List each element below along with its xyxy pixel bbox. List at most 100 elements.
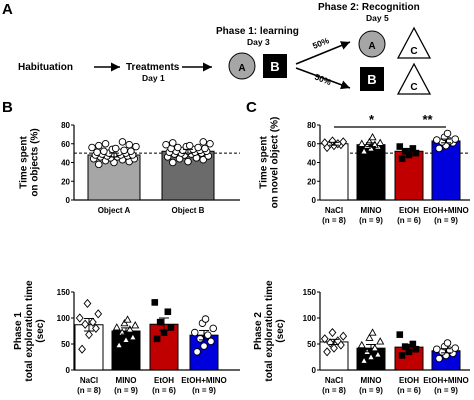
data-point: [196, 335, 204, 343]
data-point: [339, 331, 348, 341]
data-point: [209, 324, 217, 333]
phase2-object-c-triangle-bottom: [396, 62, 432, 95]
phase2-object-c-letter-bottom: C: [410, 82, 417, 93]
data-point: [360, 356, 369, 364]
phase2-object-a-letter: A: [368, 41, 375, 52]
data-point: [398, 155, 406, 163]
data-point: [191, 328, 199, 337]
y-axis-label: on objects (%): [30, 128, 41, 196]
y-tick-label: 100: [303, 314, 317, 323]
phase2-title: Phase 2: Recognition: [318, 2, 420, 13]
n-label: (n = 6): [397, 216, 421, 225]
y-axis-label: (sec): [35, 319, 46, 342]
data-point: [365, 333, 374, 341]
treatments-label: Treatments: [126, 62, 180, 73]
data-point: [328, 327, 337, 338]
data-point: [194, 143, 202, 152]
y-tick-label: 50: [61, 340, 70, 349]
data-point: [128, 333, 137, 341]
data-point: [435, 144, 443, 153]
y-axis-label: Phase 1: [13, 312, 24, 350]
data-point: [125, 140, 133, 149]
data-point: [323, 347, 331, 357]
data-point: [401, 343, 409, 350]
panel-letter-b: B: [2, 99, 13, 116]
data-point: [185, 141, 194, 150]
data-point: [398, 352, 406, 359]
arrow-down: [295, 67, 351, 90]
data-point: [368, 132, 377, 141]
significance-label: **: [422, 112, 433, 127]
n-label: (n = 9): [359, 386, 383, 395]
significance-label: *: [369, 112, 375, 127]
y-tick-label: 40: [61, 159, 70, 168]
data-point: [396, 143, 404, 150]
data-point: [193, 348, 201, 356]
data-point: [200, 342, 208, 350]
n-label: (n = 9): [434, 216, 458, 225]
panel-letter-c: C: [246, 99, 257, 116]
n-label: (n = 9): [192, 386, 216, 395]
data-point: [92, 323, 100, 333]
y-tick-label: 60: [307, 140, 316, 149]
data-point: [160, 329, 168, 336]
y-axis-label: total exploration time: [24, 280, 35, 382]
y-tick-label: 150: [57, 288, 71, 297]
schematic: Habituation Treatments Day 1 Phase 1: le…: [18, 2, 432, 95]
category-label: MINO: [116, 376, 137, 385]
habituation-label: Habituation: [18, 62, 73, 73]
data-point: [151, 299, 159, 306]
data-point: [330, 343, 338, 353]
data-point: [320, 334, 329, 344]
n-label: (n = 9): [359, 216, 383, 225]
data-point: [120, 318, 129, 327]
panel-letter-a: A: [2, 1, 13, 18]
data-point: [206, 139, 214, 148]
data-point: [153, 335, 161, 343]
n-label: (n = 8): [77, 386, 101, 395]
y-axis-label: Time spent: [19, 136, 30, 189]
data-point: [368, 328, 377, 336]
n-label: (n = 9): [114, 386, 138, 395]
chart-b: 0 20 40 60 80 Time spent on objects (%) Object …: [19, 121, 240, 215]
data-point: [360, 147, 369, 155]
y-tick-label: 0: [312, 366, 317, 375]
data-point: [94, 309, 103, 319]
y-tick-label: 20: [61, 177, 70, 186]
data-point: [156, 318, 164, 326]
phase1-object-a-letter: A: [238, 63, 245, 74]
data-point: [125, 325, 134, 333]
category-label: Object A: [98, 206, 131, 215]
data-point: [167, 324, 175, 331]
category-label: EtOH+MINO: [423, 376, 469, 385]
category-label: NaCl: [325, 206, 343, 215]
data-point: [121, 335, 131, 343]
category-label: Object B: [172, 206, 205, 215]
data-point: [123, 315, 132, 323]
phase2-object-a-circle: [358, 30, 386, 58]
data-point: [376, 337, 385, 345]
data-point: [405, 151, 413, 159]
y-axis-label: (sec): [275, 319, 286, 342]
data-point: [118, 138, 127, 146]
phase1-title: Phase 1: learning: [216, 26, 299, 37]
data-point: [112, 323, 121, 331]
data-point: [111, 144, 120, 153]
data-point: [357, 139, 366, 147]
data-point: [78, 344, 86, 354]
phase2-object-b-letter: B: [367, 72, 376, 87]
data-point: [405, 348, 413, 356]
data-point: [95, 160, 103, 169]
data-point: [184, 157, 192, 166]
data-point: [339, 137, 348, 147]
data-point: [75, 313, 84, 323]
data-point: [412, 149, 420, 157]
phase1-object-b-square: [263, 54, 287, 78]
data-point: [101, 139, 110, 148]
data-point: [320, 138, 329, 148]
arrow-up: [295, 41, 351, 65]
data-point: [357, 340, 366, 349]
data-point: [83, 298, 92, 309]
data-point: [95, 141, 103, 150]
